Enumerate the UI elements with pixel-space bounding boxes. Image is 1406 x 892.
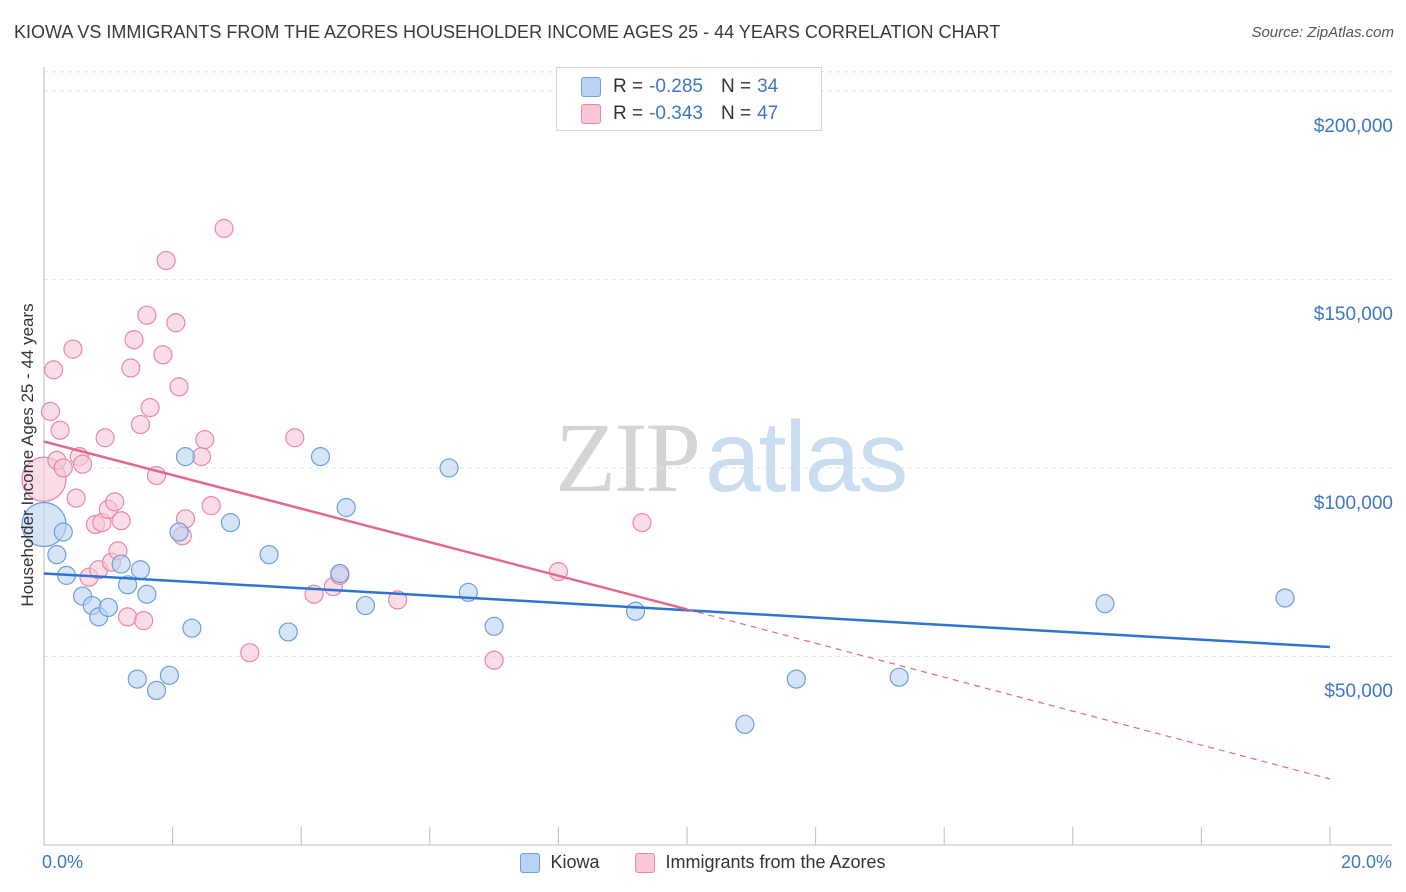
kiowa-point — [159, 665, 179, 685]
azores-point — [134, 611, 154, 631]
azores-point — [156, 250, 176, 271]
series-swatch-kiowa — [520, 852, 541, 873]
legend-n-label: N = — [720, 76, 752, 97]
azores-point — [632, 513, 652, 533]
azores-point — [169, 377, 189, 397]
azores-point — [388, 590, 408, 610]
kiowa-point — [330, 563, 350, 584]
azores-point — [240, 643, 260, 663]
azores-point — [130, 414, 151, 435]
x-tick-label-min: 0.0% — [42, 852, 84, 872]
series-label-azores: Immigrants from the Azores — [665, 852, 886, 872]
legend-row-kiowa: R = -0.285 N = 34 — [581, 75, 778, 99]
azores-point — [191, 447, 212, 467]
kiowa-point — [146, 680, 167, 701]
azores-point — [72, 454, 93, 474]
kiowa-point — [169, 522, 189, 542]
azores-point — [105, 492, 125, 512]
azores-point — [40, 401, 61, 421]
kiowa-point — [137, 584, 157, 604]
legend-row-azores: R = -0.343 N = 47 — [581, 102, 778, 126]
azores-point — [214, 218, 234, 239]
series-label-kiowa: Kiowa — [550, 852, 600, 872]
kiowa-point — [130, 560, 151, 580]
legend-r-label: R = — [613, 103, 644, 124]
azores-point — [195, 430, 215, 450]
legend-r-label: R = — [613, 76, 644, 97]
azores-point — [124, 330, 144, 350]
legend-n-value: 47 — [757, 103, 779, 124]
kiowa-point — [127, 669, 147, 689]
series-legend: Kiowa Immigrants from the Azores — [0, 852, 1406, 873]
azores-point — [111, 511, 131, 531]
azores-point — [95, 428, 115, 448]
correlation-legend: R = -0.285 N = 34 R = -0.343 N = 47 — [556, 67, 822, 131]
kiowa-point — [182, 618, 202, 638]
kiowa-point — [889, 667, 909, 687]
kiowa-point — [47, 545, 67, 565]
kiowa-point — [786, 669, 806, 689]
azores-trend-line — [43, 440, 688, 611]
kiowa-point — [1095, 594, 1115, 614]
azores-point — [166, 313, 186, 333]
kiowa-point — [310, 447, 331, 467]
series-swatch-azores — [635, 852, 656, 873]
watermark-zip: ZIP — [555, 402, 701, 513]
azores-point — [63, 339, 83, 359]
kiowa-point — [484, 616, 504, 636]
watermark-atlas: atlas — [705, 401, 908, 513]
azores-point — [285, 428, 305, 448]
legend-r-value: -0.343 — [649, 103, 703, 124]
x-tick-label-max: 20.0% — [1340, 852, 1392, 872]
kiowa-trend-line — [43, 572, 1331, 649]
watermark: ZIPatlas — [555, 400, 908, 515]
azores-point — [137, 305, 157, 325]
legend-swatch-kiowa — [581, 77, 601, 97]
kiowa-point — [336, 497, 356, 518]
azores-point — [117, 607, 138, 627]
kiowa-point — [1275, 588, 1295, 608]
azores-point — [44, 360, 64, 380]
azores-point — [484, 650, 504, 670]
chart-title: KIOWA VS IMMIGRANTS FROM THE AZORES HOUS… — [14, 22, 1001, 42]
azores-point — [201, 496, 221, 516]
y-tick-label: $150,000 — [1313, 304, 1393, 326]
kiowa-point — [355, 595, 376, 616]
legend-swatch-azores — [581, 104, 601, 124]
legend-n-value: 34 — [757, 76, 779, 97]
kiowa-point — [111, 554, 131, 574]
kiowa-point — [625, 601, 646, 621]
legend-n-label: N = — [720, 103, 752, 124]
azores-point — [66, 488, 86, 508]
kiowa-point — [439, 458, 459, 478]
kiowa-point — [220, 513, 241, 533]
azores-point — [50, 420, 70, 440]
kiowa-point — [259, 545, 279, 565]
azores-point — [153, 345, 173, 365]
kiowa-point — [53, 522, 73, 542]
kiowa-point — [735, 714, 755, 734]
y-tick-label: $200,000 — [1313, 115, 1393, 137]
azores-trend-extension — [686, 608, 1331, 780]
source-label: Source: ZipAtlas.com — [1251, 24, 1394, 41]
legend-r-value: -0.285 — [649, 76, 703, 97]
y-axis-label: Householder Income Ages 25 - 44 years — [18, 303, 37, 607]
series-legend-kiowa: Kiowa — [520, 852, 599, 873]
y-tick-label: $100,000 — [1313, 492, 1393, 514]
azores-point — [53, 458, 73, 478]
azores-point — [121, 358, 141, 378]
series-legend-azores: Immigrants from the Azores — [635, 852, 886, 873]
kiowa-point — [117, 575, 138, 595]
azores-point — [140, 397, 160, 418]
kiowa-point — [98, 597, 118, 618]
y-tick-label: $50,000 — [1324, 681, 1393, 703]
kiowa-point — [278, 622, 298, 642]
kiowa-point — [175, 447, 196, 467]
